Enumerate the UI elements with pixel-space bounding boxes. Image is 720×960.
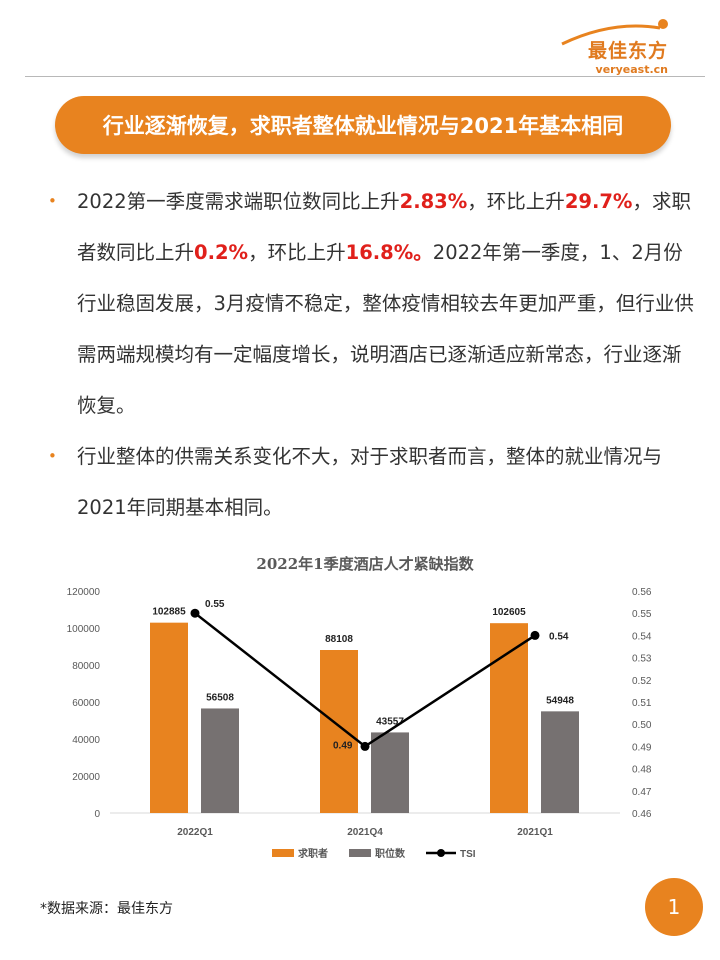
page-title: 行业逐渐恢复，求职者整体就业情况与2021年基本相同 xyxy=(55,96,671,154)
bar-职位数 xyxy=(201,708,239,813)
tsi-value-label: 0.55 xyxy=(205,599,225,610)
bullet-item-1: • 2022第一季度需求端职位数同比上升2.83%，环比上升29.7%，求职者数… xyxy=(45,176,700,431)
bullet-text-segment: 2022第一季度需求端职位数同比上升 xyxy=(77,190,400,213)
legend-swatch-职位数 xyxy=(349,849,371,857)
bar-职位数 xyxy=(371,732,409,813)
y2-tick-label: 0.46 xyxy=(632,809,652,820)
bar-value-label: 56508 xyxy=(206,692,234,703)
bullet-text-segment: ，求职者数同比上升 xyxy=(77,190,691,264)
y2-tick-label: 0.54 xyxy=(632,631,652,642)
chart-title: 2022年1季度酒店人才紧缺指数 xyxy=(256,555,474,573)
x-tick-label: 2022Q1 xyxy=(177,827,213,838)
bullet-list: • 2022第一季度需求端职位数同比上升2.83%，环比上升29.7%，求职者数… xyxy=(45,176,700,533)
bullet-dot-icon: • xyxy=(48,447,57,465)
y2-tick-label: 0.50 xyxy=(632,720,652,731)
highlight-value: 2.83% xyxy=(399,190,468,213)
highlight-value: 16.8%。 xyxy=(345,241,433,264)
bullet-text-segment: ，环比上升 xyxy=(467,190,565,213)
data-source-note: *数据来源：最佳东方 xyxy=(40,901,173,917)
tsi-point xyxy=(530,630,540,640)
bar-求职者 xyxy=(490,623,528,813)
highlight-value: 0.2% xyxy=(194,241,249,264)
bar-求职者 xyxy=(150,622,188,813)
y-tick-label: 60000 xyxy=(72,698,100,709)
legend-label: TSI xyxy=(460,849,476,860)
tsi-value-label: 0.49 xyxy=(333,740,353,751)
bar-value-label: 88108 xyxy=(325,634,353,645)
legend-swatch-求职者 xyxy=(272,849,294,857)
tsi-point xyxy=(190,608,200,618)
bar-职位数 xyxy=(541,711,579,813)
y-tick-label: 20000 xyxy=(72,772,100,783)
y2-tick-label: 0.48 xyxy=(632,765,652,776)
logo-name: 最佳东方 xyxy=(587,40,668,62)
bullet-item-2: • 行业整体的供需关系变化不大，对于求职者而言，整体的就业情况与2021年同期基… xyxy=(45,431,700,533)
bar-value-label: 102605 xyxy=(492,607,526,618)
y-tick-label: 100000 xyxy=(67,624,101,635)
x-tick-label: 2021Q1 xyxy=(517,827,553,838)
bar-value-label: 102885 xyxy=(152,607,186,618)
logo-swoosh-icon xyxy=(561,19,668,46)
y-tick-label: 120000 xyxy=(67,587,101,598)
bullet-text-segment: 2022年第一季度，1、2月份行业稳固发展，3月疫情不稳定，整体疫情相较去年更加… xyxy=(77,241,694,417)
header-divider xyxy=(25,76,705,77)
legend-label: 职位数 xyxy=(375,847,406,860)
brand-logo: 最佳东方 veryeast.cn xyxy=(542,18,672,76)
bullet-text-2: 行业整体的供需关系变化不大，对于求职者而言，整体的就业情况与2021年同期基本相… xyxy=(77,445,663,519)
y-tick-label: 40000 xyxy=(72,735,100,746)
x-tick-label: 2021Q4 xyxy=(347,827,383,838)
y2-tick-label: 0.52 xyxy=(632,676,652,687)
bullet-dot-icon: • xyxy=(48,192,57,210)
y2-tick-label: 0.53 xyxy=(632,654,652,665)
logo-url: veryeast.cn xyxy=(595,63,668,76)
bar-求职者 xyxy=(320,650,358,813)
y2-tick-label: 0.49 xyxy=(632,742,652,753)
tsi-line xyxy=(194,612,536,748)
bar-value-label: 43557 xyxy=(376,716,404,727)
y-tick-label: 80000 xyxy=(72,661,100,672)
bullet-text-1: 2022第一季度需求端职位数同比上升2.83%，环比上升29.7%，求职者数同比… xyxy=(77,190,694,417)
y2-tick-label: 0.55 xyxy=(632,609,652,620)
bullet-text-segment: ，环比上升 xyxy=(248,241,346,264)
page-number: 1 xyxy=(645,878,703,936)
talent-shortage-chart: 2022年1季度酒店人才紧缺指数 0 20000 40000 60000 80000 100… xyxy=(30,545,690,875)
highlight-value: 29.7% xyxy=(564,190,633,213)
y-tick-label: 0 xyxy=(94,809,100,820)
chart-svg: 2022年1季度酒店人才紧缺指数 0 20000 40000 60000 80000 100… xyxy=(67,555,652,860)
legend-label: 求职者 xyxy=(298,847,328,860)
legend-swatch-marker xyxy=(437,849,445,857)
y2-tick-label: 0.56 xyxy=(632,587,652,598)
bar-value-label: 54948 xyxy=(546,695,574,706)
tsi-value-label: 0.54 xyxy=(549,631,569,642)
tsi-point xyxy=(360,741,370,751)
y2-tick-label: 0.47 xyxy=(632,787,652,798)
y2-tick-label: 0.51 xyxy=(632,698,652,709)
